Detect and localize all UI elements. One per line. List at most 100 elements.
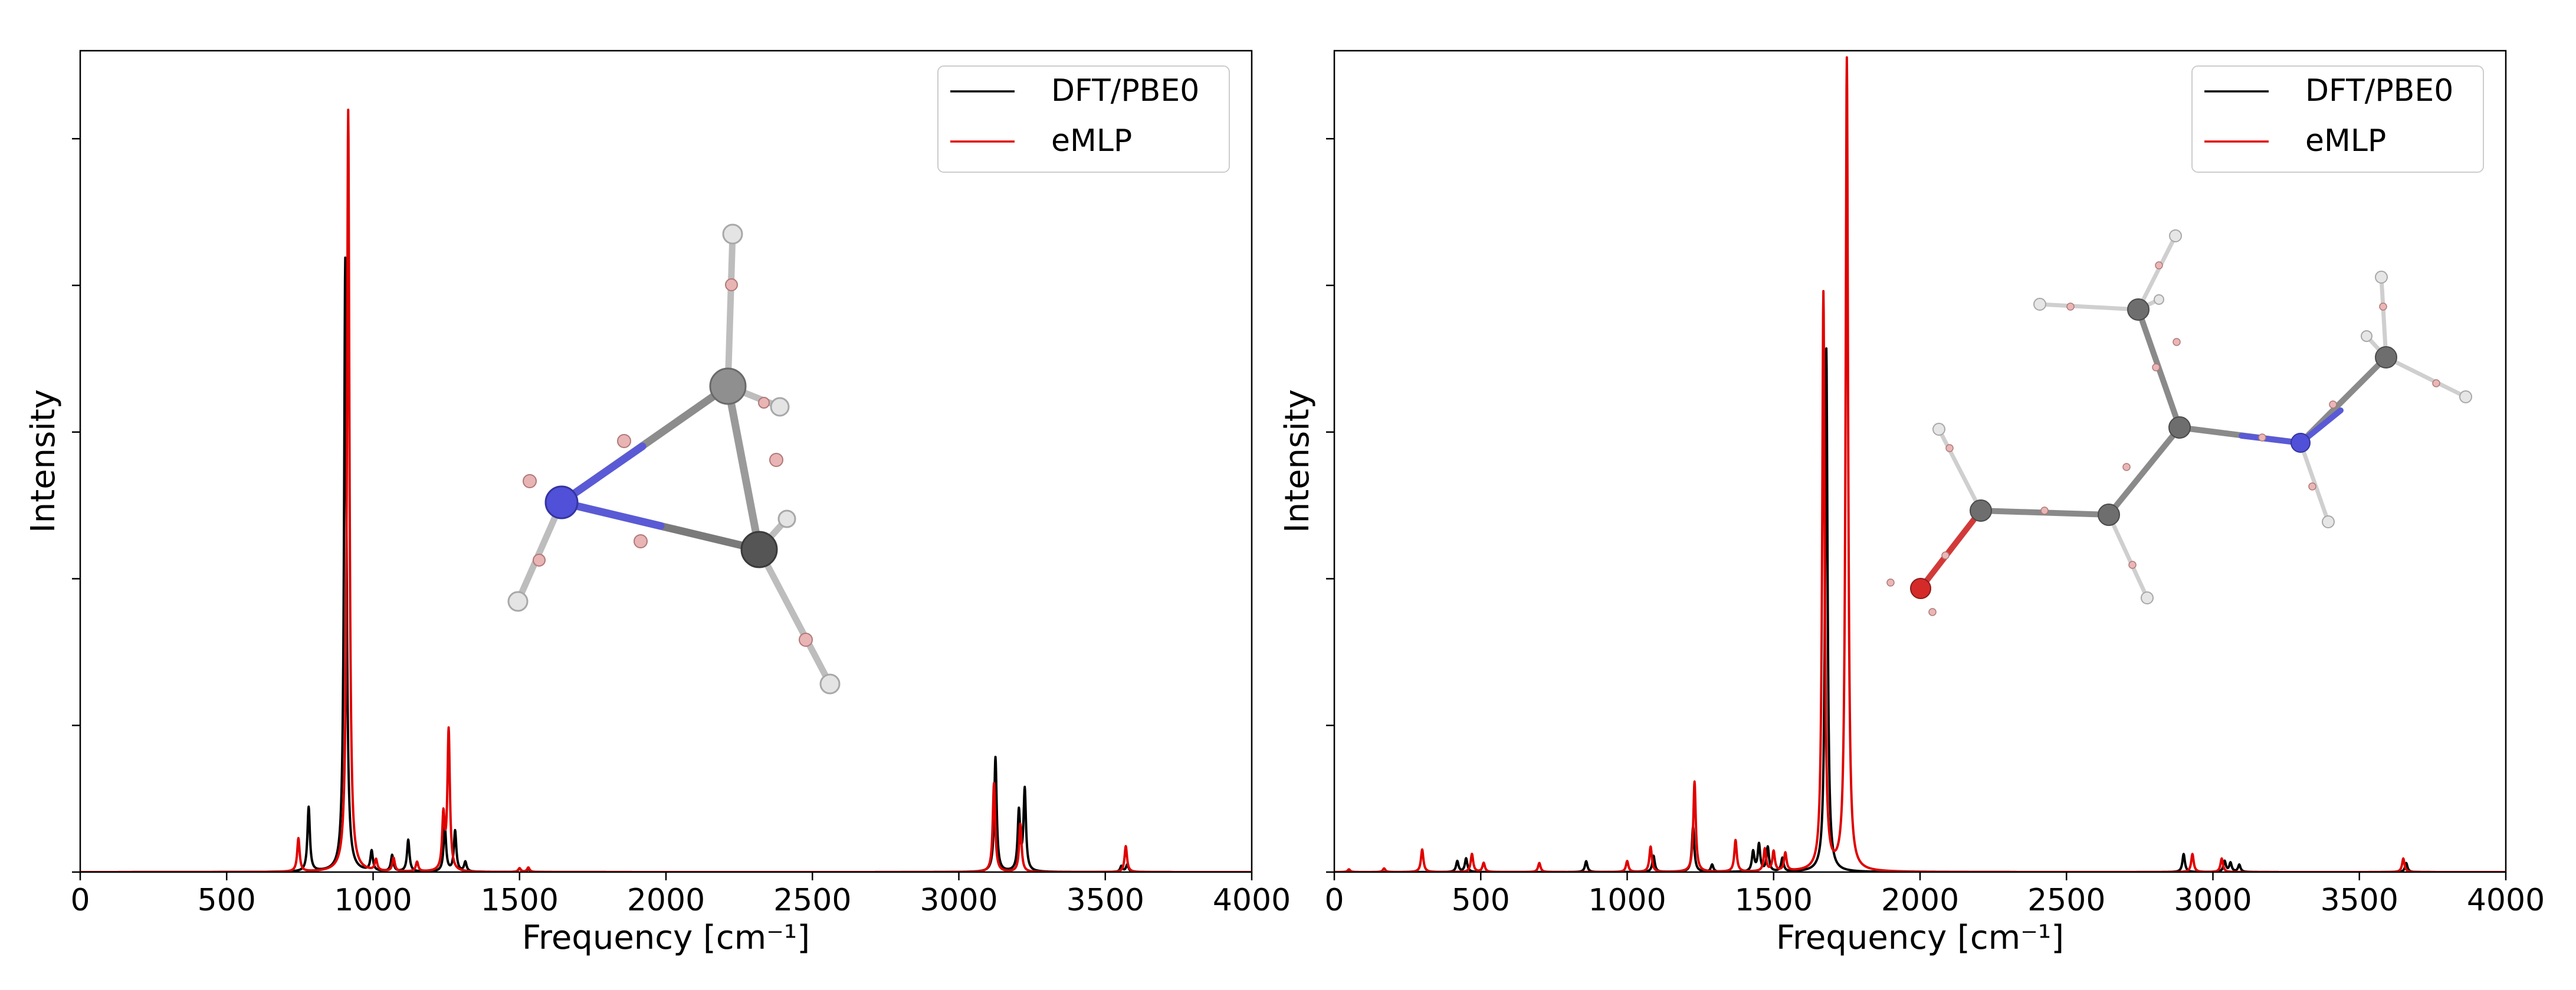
hydrogen-atom (2375, 271, 2388, 284)
spectra (80, 108, 1252, 872)
series-line-emlp (80, 108, 1252, 872)
molecule-dummy-sites (523, 278, 813, 647)
dummy-site (2122, 463, 2131, 471)
bond (724, 382, 763, 554)
dummy-site (1945, 444, 1954, 452)
molecule-inset (507, 223, 841, 695)
x-tick-label: 1000 (334, 883, 412, 918)
series-line-dft-pbe0 (1334, 347, 2506, 872)
x-tick-label: 4000 (1213, 883, 1291, 918)
series-line-emlp (1334, 56, 2506, 872)
bond (2106, 512, 2150, 600)
bond (2384, 355, 2468, 399)
hydrogen-atom (2154, 294, 2164, 305)
hydrogen-atom (2322, 515, 2335, 528)
x-tick-label: 2500 (2027, 883, 2105, 918)
x-tick-label: 1500 (1735, 883, 1813, 918)
y-axis-label: Intensity (1278, 389, 1317, 533)
x-tick-label: 500 (1452, 883, 1510, 918)
nitrogen-atom (2290, 433, 2311, 453)
dummy-site (2379, 302, 2387, 311)
dummy-site (523, 474, 537, 488)
hydrogen-atom (507, 591, 529, 612)
dummy-site (758, 397, 770, 409)
dummy-site (2432, 379, 2440, 387)
bond (1918, 508, 1984, 591)
dummy-site (2152, 363, 2160, 371)
hydrogen-atom (2361, 330, 2372, 342)
bond (2379, 275, 2388, 360)
bond (2136, 233, 2178, 312)
x-tick-label: 3000 (2174, 883, 2252, 918)
x-tick-label: 1500 (481, 883, 559, 918)
legend-label-dft: DFT/PBE0 (1051, 73, 1199, 108)
hydrogen-atom (1932, 423, 1945, 436)
spectra (1334, 56, 2506, 872)
x-tick-label: 3000 (920, 883, 997, 918)
y-ticks (1326, 138, 1334, 873)
dummy-site (1886, 578, 1895, 587)
molecule-dummy-sites (1886, 261, 2440, 616)
carbon-atom (2127, 298, 2150, 321)
dummy-site (634, 534, 648, 548)
x-ticks: 0 500 1000 1500 2000 2500 3000 3500 4000 (1324, 872, 2545, 918)
molecule-bonds (1918, 233, 2468, 600)
dummy-site (2040, 506, 2049, 515)
hydrogen-atom (2459, 390, 2472, 403)
x-tick-label: 0 (1324, 883, 1344, 918)
hydrogen-atom (770, 397, 790, 417)
hydrogen-atom (2033, 298, 2046, 311)
legend-label-emlp: eMLP (1051, 123, 1132, 159)
nitrogen-atom (544, 485, 579, 519)
carbon-atom (709, 367, 747, 405)
molecule-inset (1886, 229, 2472, 616)
bond (557, 498, 665, 530)
hydrogen-atom (819, 673, 841, 695)
right-panel: 0 500 1000 1500 2000 2500 3000 3500 4000 (1278, 50, 2545, 957)
dummy-site (2155, 261, 2163, 269)
dummy-site (2173, 338, 2181, 346)
carbon-atom (2375, 346, 2397, 369)
x-axis-label: Frequency [cm⁻¹] (522, 919, 810, 957)
carbon-atom (1970, 499, 1992, 522)
dummy-site (725, 278, 738, 291)
legend-label-dft: DFT/PBE0 (2305, 73, 2453, 108)
x-tick-label: 0 (70, 883, 90, 918)
x-axis-label: Frequency [cm⁻¹] (1776, 919, 2064, 957)
dummy-site (2128, 561, 2137, 569)
x-tick-label: 2500 (773, 883, 851, 918)
dummy-site (617, 434, 631, 448)
dummy-site (2308, 482, 2316, 491)
plot-frame (1333, 50, 2507, 873)
bond (724, 231, 736, 390)
legend-box (2191, 65, 2484, 173)
dummy-site (2066, 302, 2075, 311)
dummy-site (799, 633, 813, 647)
carbon-atom (740, 531, 778, 568)
x-ticks: 0 500 1000 1500 2000 2500 3000 3500 4000 (70, 872, 1291, 918)
bond (756, 546, 833, 688)
carbon-atom (2098, 504, 2120, 526)
carbon-atom (2168, 416, 2191, 439)
molecule-atoms (1910, 229, 2472, 604)
legend: DFT/PBE0 eMLP (937, 65, 1230, 173)
dummy-site (1928, 608, 1937, 616)
bond (514, 499, 565, 605)
molecule-atoms (507, 223, 841, 695)
legend-box (937, 65, 1230, 173)
bond (2298, 440, 2331, 524)
y-ticks (72, 138, 80, 873)
hydrogen-atom (2141, 591, 2154, 604)
dummy-site (2258, 433, 2266, 442)
plot-frame (79, 50, 1253, 873)
hydrogen-atom (2169, 229, 2182, 242)
series-line-dft-pbe0 (80, 256, 1252, 872)
left-panel: 0 500 1000 1500 2000 2500 3000 3500 4000 (24, 50, 1291, 957)
dummy-site (1941, 551, 1950, 560)
x-tick-label: 2000 (1881, 883, 1959, 918)
dummy-site (533, 554, 546, 567)
bond (2106, 425, 2183, 518)
x-tick-label: 500 (198, 883, 256, 918)
legend: DFT/PBE0 eMLP (2191, 65, 2484, 173)
